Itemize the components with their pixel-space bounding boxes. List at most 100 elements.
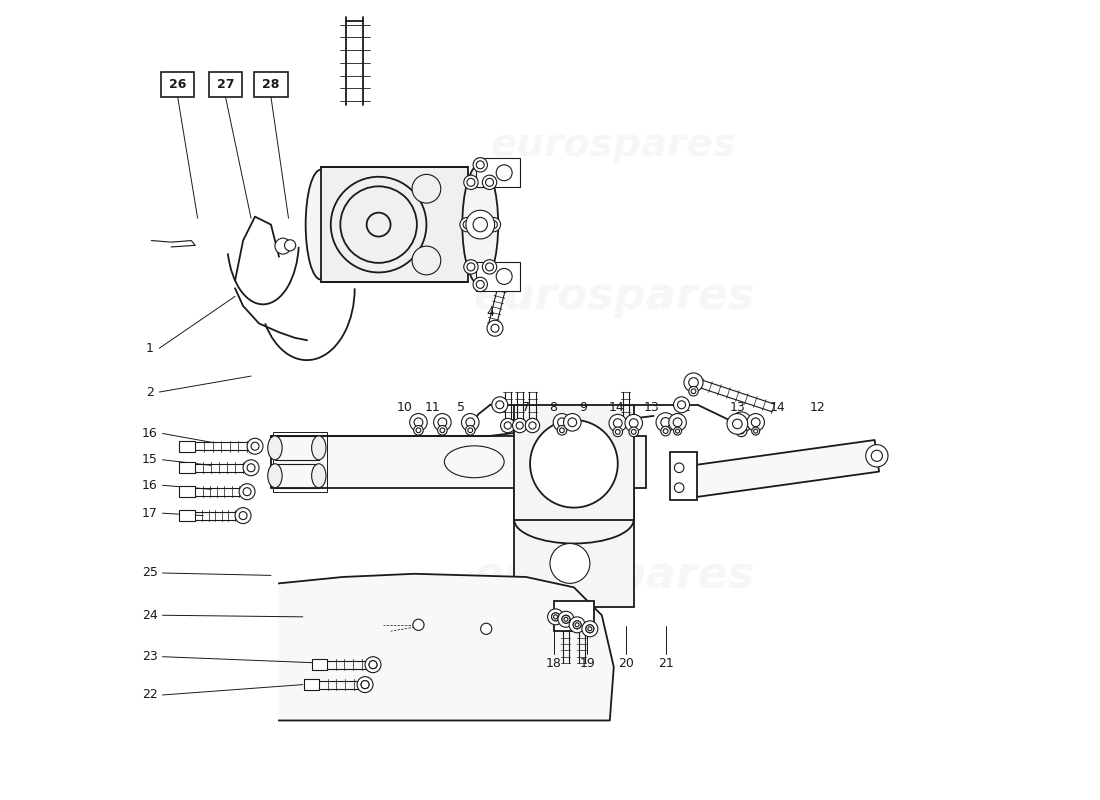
Circle shape xyxy=(678,401,685,409)
Circle shape xyxy=(553,414,571,431)
Bar xyxy=(514,416,634,607)
Text: 13: 13 xyxy=(644,402,659,414)
Circle shape xyxy=(558,418,566,426)
Circle shape xyxy=(563,414,581,431)
Circle shape xyxy=(476,281,484,288)
Circle shape xyxy=(673,427,682,435)
Bar xyxy=(514,405,634,519)
Circle shape xyxy=(582,621,597,637)
Text: 27: 27 xyxy=(217,78,234,90)
Polygon shape xyxy=(279,574,614,721)
Circle shape xyxy=(414,426,424,435)
Circle shape xyxy=(248,438,263,454)
Text: 26: 26 xyxy=(169,78,186,90)
Circle shape xyxy=(438,426,448,435)
Circle shape xyxy=(747,414,764,431)
Circle shape xyxy=(248,464,255,472)
Circle shape xyxy=(586,625,594,633)
Ellipse shape xyxy=(306,170,336,279)
Circle shape xyxy=(412,246,441,275)
Bar xyxy=(161,71,195,97)
Bar xyxy=(179,462,195,474)
Text: eurospares: eurospares xyxy=(491,126,737,164)
Text: 2: 2 xyxy=(146,386,154,398)
Text: 21: 21 xyxy=(658,657,673,670)
Circle shape xyxy=(562,615,570,623)
Text: 5: 5 xyxy=(456,402,464,414)
Circle shape xyxy=(491,324,499,332)
Text: eurospares: eurospares xyxy=(473,275,755,318)
Circle shape xyxy=(553,615,558,619)
Circle shape xyxy=(414,418,422,426)
Text: 8: 8 xyxy=(549,402,558,414)
Circle shape xyxy=(412,174,441,203)
Bar xyxy=(476,158,520,187)
Circle shape xyxy=(661,426,670,436)
Circle shape xyxy=(466,418,475,426)
Circle shape xyxy=(483,260,497,274)
Circle shape xyxy=(487,320,503,336)
Circle shape xyxy=(492,397,508,413)
Circle shape xyxy=(754,429,758,433)
Ellipse shape xyxy=(444,446,504,478)
Circle shape xyxy=(866,445,888,467)
Circle shape xyxy=(243,460,258,476)
Circle shape xyxy=(464,175,478,190)
Circle shape xyxy=(568,418,576,426)
Circle shape xyxy=(733,419,742,429)
Polygon shape xyxy=(691,440,879,497)
Bar xyxy=(312,659,327,670)
Circle shape xyxy=(663,429,668,434)
Circle shape xyxy=(526,418,540,433)
Circle shape xyxy=(438,418,447,426)
Circle shape xyxy=(674,463,684,473)
Bar xyxy=(254,71,288,97)
Circle shape xyxy=(468,178,475,186)
Circle shape xyxy=(243,488,251,496)
Circle shape xyxy=(691,389,696,394)
Circle shape xyxy=(361,681,368,689)
Circle shape xyxy=(468,428,473,433)
Circle shape xyxy=(275,238,290,254)
Circle shape xyxy=(558,611,574,627)
Circle shape xyxy=(496,401,504,409)
Circle shape xyxy=(551,613,560,621)
Bar xyxy=(321,167,469,282)
Circle shape xyxy=(615,430,620,434)
Circle shape xyxy=(674,483,684,493)
Circle shape xyxy=(529,422,536,429)
Text: 13: 13 xyxy=(729,402,745,414)
Circle shape xyxy=(466,210,495,239)
Circle shape xyxy=(609,414,627,432)
Circle shape xyxy=(516,422,524,429)
Circle shape xyxy=(485,263,494,271)
Text: 10: 10 xyxy=(397,402,412,414)
Circle shape xyxy=(560,428,564,433)
Circle shape xyxy=(530,420,618,508)
Circle shape xyxy=(573,621,581,629)
Text: 23: 23 xyxy=(142,650,157,663)
Circle shape xyxy=(631,430,636,434)
Circle shape xyxy=(575,623,579,627)
Circle shape xyxy=(587,627,592,630)
Circle shape xyxy=(473,158,487,172)
Circle shape xyxy=(440,428,444,433)
Circle shape xyxy=(736,426,747,437)
Text: 16: 16 xyxy=(142,479,157,492)
Text: 12: 12 xyxy=(810,402,825,414)
Circle shape xyxy=(239,512,248,519)
Bar xyxy=(209,71,242,97)
Bar xyxy=(179,441,195,452)
Circle shape xyxy=(513,418,527,433)
Circle shape xyxy=(412,619,424,630)
Text: 28: 28 xyxy=(262,78,279,90)
Circle shape xyxy=(463,221,471,229)
Circle shape xyxy=(727,414,748,434)
Circle shape xyxy=(462,414,478,431)
Circle shape xyxy=(673,418,682,426)
Text: 22: 22 xyxy=(142,689,157,702)
Circle shape xyxy=(871,450,882,462)
Text: eurospares: eurospares xyxy=(473,554,755,597)
Circle shape xyxy=(433,414,451,431)
Circle shape xyxy=(358,677,373,693)
